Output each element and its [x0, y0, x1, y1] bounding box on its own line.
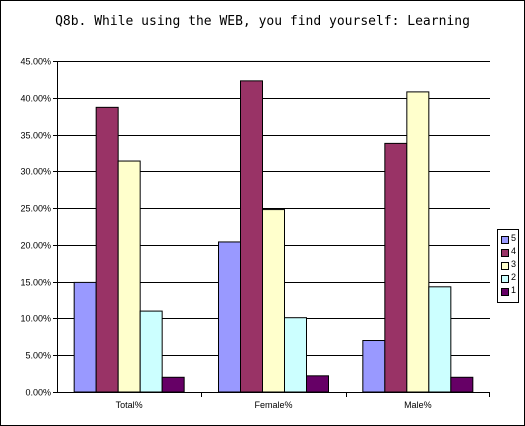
y-tick-label: 30.00% — [20, 167, 51, 177]
bar-total-series-3 — [117, 160, 141, 393]
bar-male-series-3 — [406, 91, 430, 393]
legend-item-2: 2 — [501, 272, 517, 283]
y-tick-label: 15.00% — [20, 278, 51, 288]
y-tick-label: 35.00% — [20, 131, 51, 141]
legend-swatch — [501, 275, 509, 283]
bar-female-series-4 — [240, 80, 263, 393]
y-tick-label: 40.00% — [20, 94, 51, 104]
legend-item-5: 5 — [501, 233, 517, 244]
legend-label: 1 — [511, 285, 517, 295]
bar-female-series-1 — [306, 375, 329, 393]
bar-male-series-2 — [428, 286, 452, 393]
bar-total-series-5 — [73, 281, 97, 393]
bar-total-series-1 — [161, 376, 185, 393]
legend-swatch — [501, 249, 509, 257]
legend-item-4: 4 — [501, 246, 517, 257]
legend-label: 4 — [511, 246, 517, 256]
legend-label: 5 — [511, 233, 517, 243]
bar-total-series-2 — [139, 310, 163, 393]
bar-female-series-3 — [262, 209, 285, 393]
legend-label: 2 — [511, 272, 517, 282]
y-tick-label: 25.00% — [20, 204, 51, 214]
legend-item-1: 1 — [501, 285, 517, 296]
legend-swatch — [501, 288, 509, 296]
bar-female-series-5 — [218, 241, 241, 393]
legend: 5 4 3 2 1 — [497, 229, 519, 303]
y-tick-label: 20.00% — [20, 241, 51, 251]
legend-swatch — [501, 236, 509, 244]
bar-male-series-5 — [362, 340, 386, 393]
x-tick-label: Total% — [116, 400, 143, 410]
y-tick-label: 0.00% — [25, 388, 51, 398]
bar-female-series-2 — [284, 317, 307, 393]
bar-male-series-4 — [384, 142, 408, 393]
bar-male-series-1 — [450, 376, 474, 393]
legend-swatch — [501, 262, 509, 270]
legend-label: 3 — [511, 259, 517, 269]
x-tick-label: Male% — [404, 400, 432, 410]
legend-item-3: 3 — [501, 259, 517, 270]
y-tick-label: 5.00% — [25, 351, 51, 361]
bar-total-series-4 — [95, 106, 119, 393]
x-tick-label: Female% — [254, 400, 292, 410]
y-tick-label: 45.00% — [20, 57, 51, 67]
y-tick-label: 10.00% — [20, 314, 51, 324]
chart-title: Q8b. While using the WEB, you find yours… — [55, 14, 470, 29]
